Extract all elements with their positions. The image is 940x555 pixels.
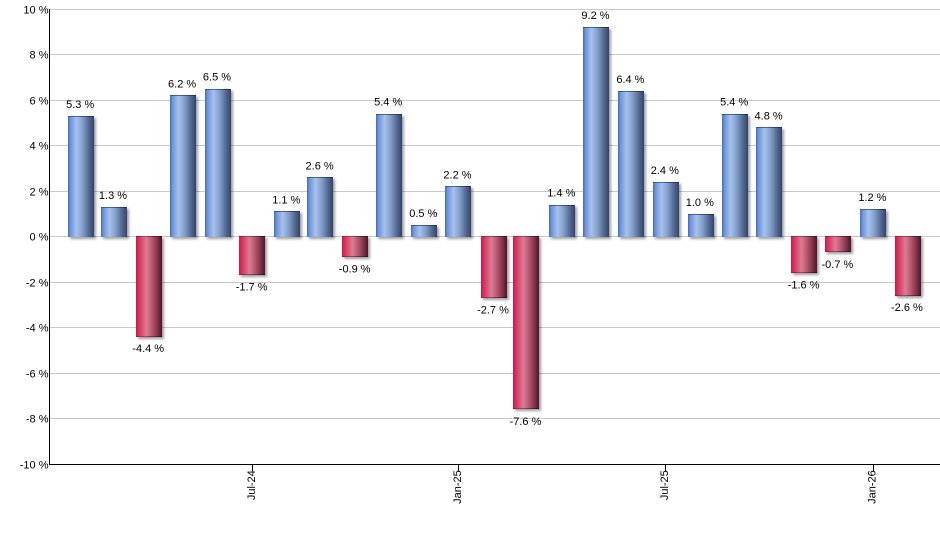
svg-text:-0.7 %: -0.7 % <box>822 259 854 271</box>
svg-text:-2 %: -2 % <box>26 278 49 290</box>
svg-text:-4.4 %: -4.4 % <box>132 343 164 355</box>
svg-text:5.3 %: 5.3 % <box>66 99 94 111</box>
svg-text:1.0 %: 1.0 % <box>686 197 714 209</box>
svg-text:6.5 %: 6.5 % <box>203 72 231 84</box>
svg-text:2 %: 2 % <box>30 187 49 199</box>
svg-text:1.4 %: 1.4 % <box>547 188 575 200</box>
svg-text:-2.7 %: -2.7 % <box>477 304 509 316</box>
svg-text:5.4 %: 5.4 % <box>374 97 402 109</box>
svg-text:-1.6 %: -1.6 % <box>788 279 820 291</box>
svg-text:2.2 %: 2.2 % <box>443 169 471 181</box>
svg-text:2.4 %: 2.4 % <box>651 165 679 177</box>
svg-text:1.1 %: 1.1 % <box>272 195 300 207</box>
svg-text:6 %: 6 % <box>30 96 49 108</box>
svg-text:10 %: 10 % <box>23 5 48 17</box>
svg-text:6.4 %: 6.4 % <box>616 74 644 86</box>
svg-text:8 %: 8 % <box>30 50 49 62</box>
svg-text:0.5 %: 0.5 % <box>409 208 437 220</box>
svg-text:2.6 %: 2.6 % <box>306 160 334 172</box>
svg-text:1.3 %: 1.3 % <box>99 190 127 202</box>
svg-text:-0.9 %: -0.9 % <box>339 264 371 276</box>
svg-text:Jan-26: Jan-26 <box>867 470 879 504</box>
svg-text:9.2 %: 9.2 % <box>581 10 609 22</box>
svg-text:-4 %: -4 % <box>26 323 49 335</box>
svg-text:Jul-25: Jul-25 <box>659 470 671 500</box>
svg-text:-1.7 %: -1.7 % <box>236 282 268 294</box>
svg-text:6.2 %: 6.2 % <box>168 78 196 90</box>
svg-text:Jan-25: Jan-25 <box>452 470 464 504</box>
svg-text:-6 %: -6 % <box>26 369 49 381</box>
svg-text:-2.6 %: -2.6 % <box>891 302 923 314</box>
svg-text:-10 %: -10 % <box>20 460 49 472</box>
svg-text:5.4 %: 5.4 % <box>720 97 748 109</box>
svg-text:4 %: 4 % <box>30 141 49 153</box>
svg-text:Jul-24: Jul-24 <box>246 470 258 500</box>
svg-text:-8 %: -8 % <box>26 414 49 426</box>
svg-text:0 %: 0 % <box>30 232 49 244</box>
svg-text:1.2 %: 1.2 % <box>858 192 886 204</box>
svg-text:4.8 %: 4.8 % <box>755 110 783 122</box>
svg-text:-7.6 %: -7.6 % <box>510 416 542 428</box>
